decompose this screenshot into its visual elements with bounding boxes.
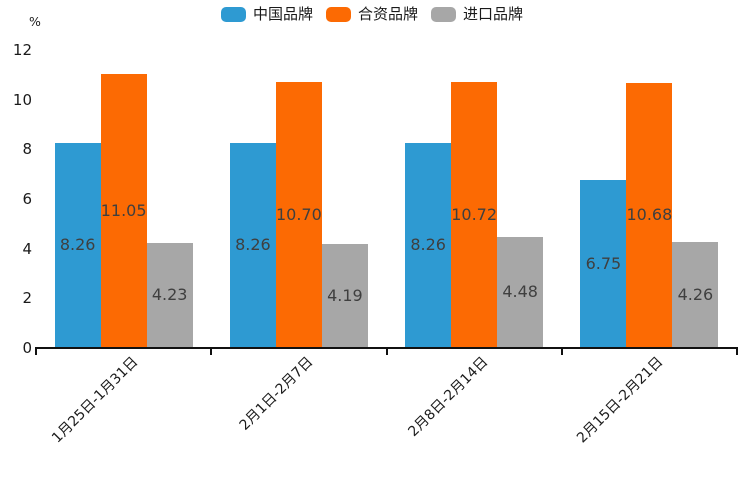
- x-tick-label: 1月25日-1月31日: [48, 354, 141, 447]
- x-axis-tick: [736, 347, 738, 355]
- bar-中国品牌-2月1日-2月7日: [229, 142, 276, 348]
- bar-value-label: 10.70: [275, 205, 322, 225]
- legend-swatch-icon: [220, 7, 246, 22]
- bar-value-label: 10.68: [626, 205, 673, 225]
- y-tick-label: 6: [22, 190, 32, 208]
- x-axis-tick: [35, 347, 37, 355]
- bar-进口品牌-2月1日-2月7日: [321, 243, 368, 348]
- legend-label: 合资品牌: [357, 5, 418, 23]
- y-tick-label: 12: [12, 41, 32, 59]
- legend-item-0: 中国品牌: [220, 5, 313, 23]
- bar-value-label: 4.26: [677, 285, 714, 305]
- bar-value-label: 8.26: [410, 235, 446, 255]
- bar-中国品牌-2月15日-2月21日: [580, 180, 627, 348]
- y-tick-label: 2: [22, 289, 32, 308]
- legend-label: 中国品牌: [252, 5, 313, 23]
- bar-value-label: 4.23: [151, 285, 188, 305]
- bar-合资品牌-1月25日-1月31日: [100, 73, 147, 348]
- bar-合资品牌-2月15日-2月21日: [626, 82, 673, 348]
- y-tick-label: 10: [12, 90, 32, 109]
- x-axis-tick: [560, 347, 563, 355]
- legend: 中国品牌 合资品牌 进口品牌: [0, 7, 744, 22]
- legend-label: 进口品牌: [463, 5, 524, 23]
- legend-swatch-icon: [431, 7, 456, 22]
- x-axis-tick: [210, 347, 213, 355]
- y-axis-unit-label: %: [29, 14, 41, 29]
- x-tick-label: 2月8日-2月14日: [405, 354, 492, 440]
- x-tick-label: 2月15日-2月21日: [574, 354, 667, 447]
- legend-item-2: 进口品牌: [431, 7, 523, 22]
- bar-value-label: 8.26: [235, 235, 271, 255]
- x-axis-tick: [385, 347, 388, 355]
- y-tick-label: 8: [22, 140, 32, 159]
- bar-value-label: 10.72: [451, 204, 498, 224]
- bar-value-label: 4.19: [327, 285, 363, 305]
- bar-进口品牌-1月25日-1月31日: [146, 242, 193, 348]
- bar-合资品牌-2月8日-2月14日: [451, 81, 498, 348]
- legend-item-1: 合资品牌: [325, 5, 418, 23]
- bar-进口品牌-2月15日-2月21日: [672, 242, 719, 348]
- bar-value-label: 6.75: [585, 254, 622, 274]
- bar-进口品牌-2月8日-2月14日: [497, 236, 544, 348]
- y-tick-label: 4: [22, 239, 32, 258]
- y-tick-label: 0: [22, 339, 32, 357]
- bar-合资品牌-2月1日-2月7日: [275, 82, 322, 348]
- bar-value-label: 8.26: [59, 235, 96, 255]
- legend-swatch-icon: [325, 7, 351, 22]
- x-tick-label: 2月1日-2月7日: [236, 354, 317, 434]
- bar-value-label: 4.48: [502, 282, 538, 302]
- bar-中国品牌-2月8日-2月14日: [405, 142, 452, 348]
- bar-中国品牌-1月25日-1月31日: [54, 142, 101, 348]
- bar-value-label: 11.05: [100, 200, 147, 220]
